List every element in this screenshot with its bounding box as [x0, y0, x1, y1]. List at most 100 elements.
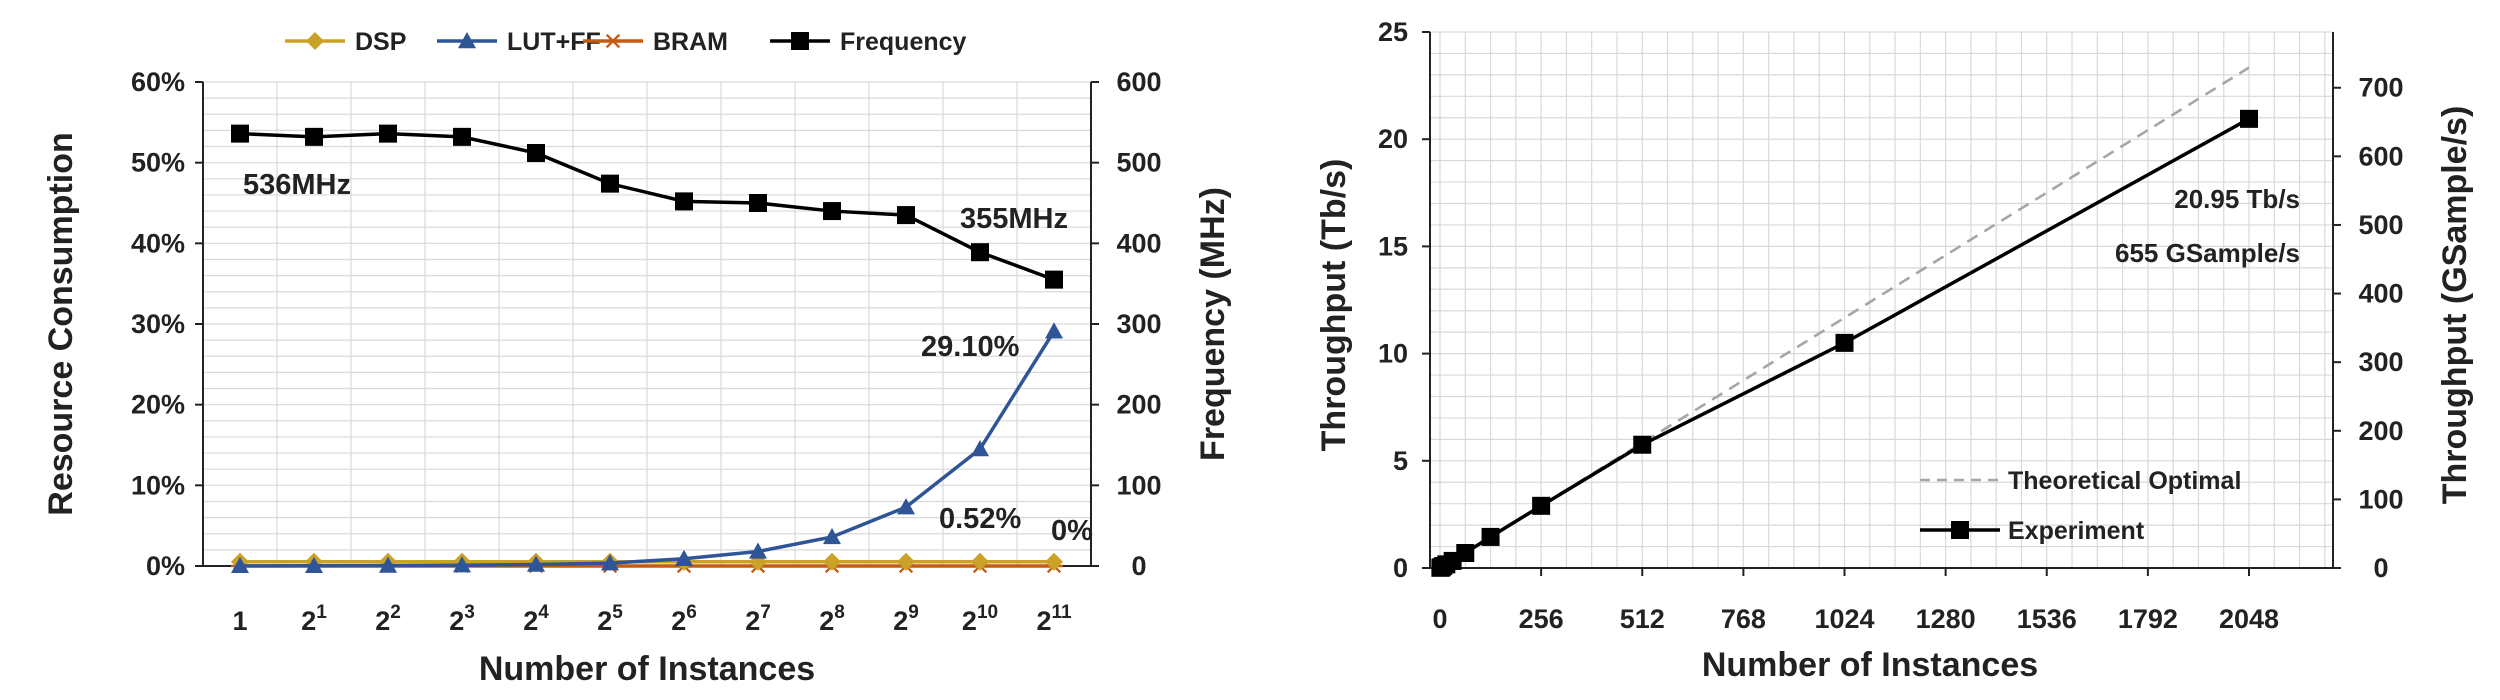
series-frequency-point [305, 127, 323, 146]
chart1-x-ticks: 1 21 22 23 24 25 26 27 28 29 210 211 [232, 602, 1072, 636]
chart1-x-tick-label: 24 [523, 602, 549, 636]
chart2-y-ticks: 0 5 10 15 20 25 [1378, 17, 1430, 583]
legend-experiment-marker [1951, 521, 1969, 539]
chart2-y2-tick-label: 700 [2358, 73, 2403, 103]
chart2-y-tick-label: 10 [1378, 339, 1408, 369]
chart2-y2-axis-title: Throughput (GSample/s) [2436, 106, 2474, 505]
chart1-y2-axis-title: Frequency (MHz) [1194, 187, 1232, 461]
series-experiment-point [1532, 496, 1551, 515]
legend-experiment-label: Experiment [2008, 517, 2145, 545]
chart1-x-tick-label: 28 [819, 602, 845, 636]
chart2-x-tick-label: 1536 [2017, 604, 2077, 634]
chart1-y2-tick-label: 400 [1116, 228, 1161, 258]
series-frequency-line [239, 131, 1055, 282]
chart2-gridlines [1430, 31, 2333, 569]
chart1-x-tick-label: 27 [745, 602, 771, 636]
chart1-x-tick-label: 22 [375, 602, 401, 636]
series-frequency-point [527, 143, 545, 162]
annotation-29pct: 29.10% [921, 331, 1020, 363]
chart2-legend: Theoretical Optimal Experiment [1920, 467, 2241, 545]
chart2-y-tick-label: 0 [1393, 553, 1408, 583]
chart1-y-tick-label: 60% [131, 67, 185, 97]
series-lut-ff-point [897, 498, 915, 515]
chart1-x-tick-label: 210 [962, 602, 998, 636]
series-frequency-point [1045, 270, 1063, 289]
chart1-y-ticks: 0% 10% 20% 30% 40% 50% 60% [131, 67, 203, 581]
chart1-y2-tick-label: 100 [1116, 470, 1161, 500]
series-experiment-point [2240, 109, 2258, 128]
chart1-y-tick-label: 50% [131, 148, 185, 178]
legend-dsp-label: DSP [355, 28, 406, 56]
series-frequency-point [453, 127, 471, 146]
series-lut-ff-point [453, 556, 471, 573]
legend-lut-ff-marker [458, 32, 476, 49]
series-lut-ff-point [527, 555, 545, 572]
chart1-y2-tick-label: 0 [1131, 551, 1146, 581]
chart1-y2-ticks: 0 100 200 300 400 500 600 [1091, 67, 1162, 581]
chart1-gridlines [202, 81, 1092, 567]
chart2-x-tick-label: 256 [1519, 604, 1564, 634]
series-frequency-point [897, 206, 915, 225]
chart2-x-ticks: 0 256 512 768 1024 1280 1536 1792 2048 [1432, 568, 2279, 634]
chart2-x-tick-label: 2048 [2219, 604, 2279, 634]
throughput-chart: 0 5 10 15 20 25 0 100 200 300 400 500 600 700 0 256 5 1… [1315, 17, 2474, 684]
series-lut-ff-point [379, 556, 397, 573]
series-lut-ff-point [601, 554, 619, 571]
chart2-y2-tick-label: 500 [2358, 210, 2403, 240]
chart1-y2-tick-label: 500 [1116, 148, 1161, 178]
chart2-y2-tick-label: 400 [2358, 279, 2403, 309]
chart1-legend: DSP LUT+FF BRAM Frequency [285, 28, 967, 56]
chart1-y-tick-label: 40% [131, 228, 185, 258]
chart1-y-tick-label: 30% [131, 309, 185, 339]
series-dsp-point [971, 552, 989, 571]
chart2-y2-tick-label: 100 [2358, 484, 2403, 514]
series-frequency-point [601, 174, 619, 193]
chart2-y-tick-label: 15 [1378, 231, 1408, 261]
annotation-0pct: 0% [1051, 515, 1093, 547]
chart1-y-axis-title: Resource Consumption [42, 132, 80, 515]
series-frequency-point [675, 192, 693, 211]
chart1-y-tick-label: 10% [131, 470, 185, 500]
chart1-x-tick-label: 26 [671, 602, 697, 636]
chart1-x-tick-label: 21 [301, 602, 327, 636]
chart2-x-tick-label: 1792 [2118, 604, 2178, 634]
chart2-y2-tick-label: 300 [2358, 347, 2403, 377]
legend-theoretical-optimal-label: Theoretical Optimal [2008, 467, 2241, 495]
annotation-throughput-gsps: 655 GSample/s [2115, 238, 2300, 268]
series-lut-ff-point [305, 556, 323, 573]
chart1-x-tick-label: 23 [449, 602, 475, 636]
chart1-y-tick-label: 20% [131, 390, 185, 420]
chart2-y2-tick-label: 0 [2373, 553, 2388, 583]
series-frequency-point [823, 202, 841, 221]
series-lut-ff-point [1045, 322, 1063, 339]
chart2-x-tick-label: 1024 [1814, 604, 1874, 634]
series-experiment-point [1633, 435, 1652, 454]
chart2-y-axis-title: Throughput (Tb/s) [1315, 159, 1353, 452]
chart1-y2-tick-label: 600 [1116, 67, 1161, 97]
chart1-y-tick-label: 0% [146, 551, 185, 581]
resource-frequency-chart: 0%10%20%30%40%50%60% 0100200300400500600… [42, 28, 1232, 688]
series-lut-ff-point [675, 549, 693, 566]
series-dsp-point [823, 552, 841, 571]
chart2-y-tick-label: 25 [1378, 17, 1408, 47]
chart2-series [1431, 66, 2258, 577]
legend-bram-marker [604, 33, 622, 49]
series-lut-ff-line [239, 330, 1056, 568]
chart2-y2-tick-label: 600 [2358, 141, 2403, 171]
legend-bram-label: BRAM [653, 28, 728, 56]
series-experiment-point [1835, 333, 1854, 352]
series-frequency-point [971, 243, 989, 262]
series-lut-ff-point [823, 527, 841, 545]
chart2-y2-tick-label: 200 [2358, 416, 2403, 446]
legend-frequency-label: Frequency [840, 28, 967, 56]
series-frequency-point [749, 194, 767, 212]
annotation-355mhz: 355MHz [960, 203, 1068, 235]
chart2-y-tick-label: 20 [1378, 124, 1408, 154]
series-frequency-point [379, 124, 397, 143]
chart1-x-tick-label: 211 [1036, 602, 1072, 636]
chart2-y-tick-label: 5 [1393, 446, 1408, 476]
series-dsp-point [897, 552, 915, 571]
chart2-x-tick-label: 1280 [1916, 604, 1976, 634]
legend-dsp-marker [306, 32, 324, 50]
